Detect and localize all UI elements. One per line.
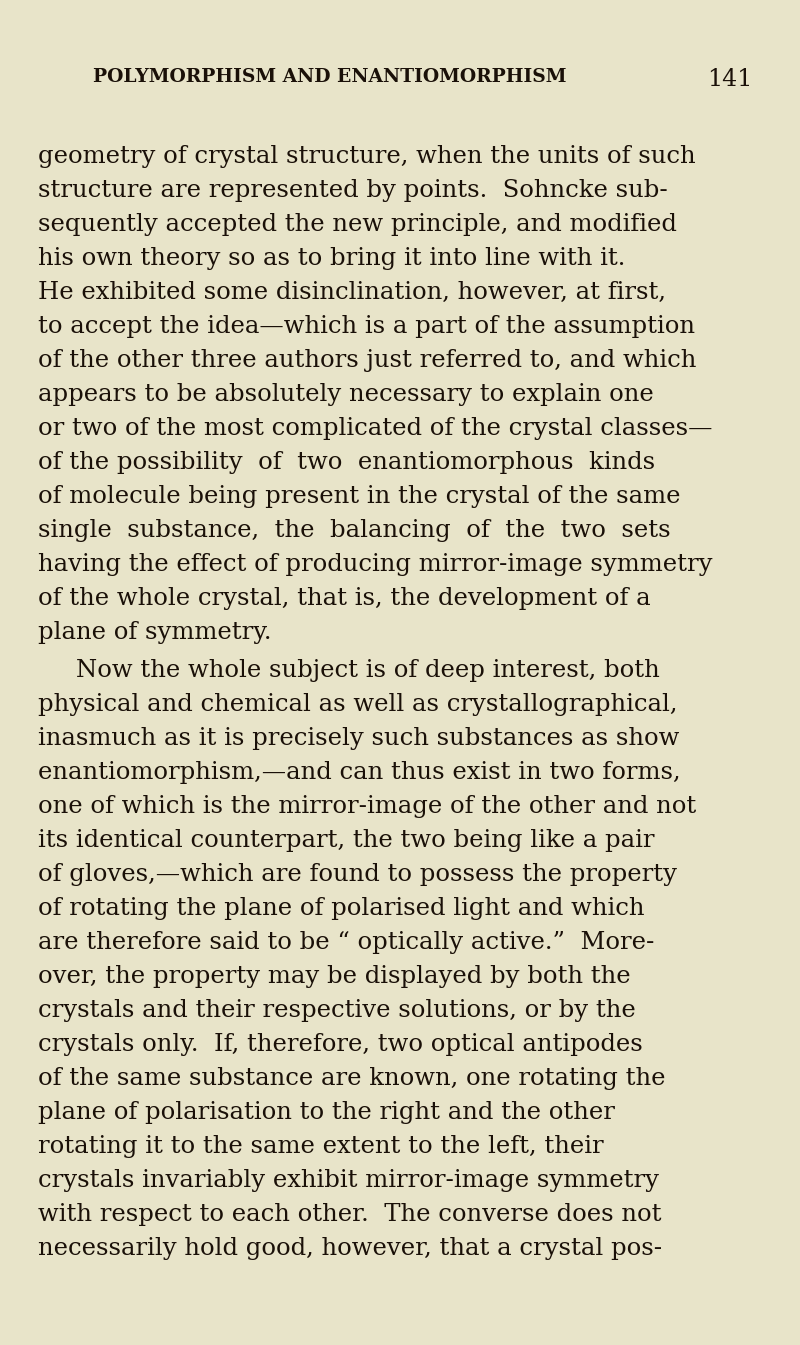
Text: plane of symmetry.: plane of symmetry. (38, 621, 271, 644)
Text: of rotating the plane of polarised light and which: of rotating the plane of polarised light… (38, 897, 645, 920)
Text: or two of the most complicated of the crystal classes—: or two of the most complicated of the cr… (38, 417, 713, 440)
Text: physical and chemical as well as crystallographical,: physical and chemical as well as crystal… (38, 693, 678, 716)
Text: enantiomorphism,—and can thus exist in two forms,: enantiomorphism,—and can thus exist in t… (38, 761, 681, 784)
Text: of gloves,—which are found to possess the property: of gloves,—which are found to possess th… (38, 863, 677, 886)
Text: plane of polarisation to the right and the other: plane of polarisation to the right and t… (38, 1102, 615, 1124)
Text: to accept the idea—which is a part of the assumption: to accept the idea—which is a part of th… (38, 315, 695, 338)
Text: He exhibited some disinclination, however, at first,: He exhibited some disinclination, howeve… (38, 281, 666, 304)
Text: its identical counterpart, the two being like a pair: its identical counterpart, the two being… (38, 829, 654, 851)
Text: sequently accepted the new principle, and modified: sequently accepted the new principle, an… (38, 213, 677, 235)
Text: single  substance,  the  balancing  of  the  two  sets: single substance, the balancing of the t… (38, 519, 670, 542)
Text: one of which is the mirror-image of the other and not: one of which is the mirror-image of the … (38, 795, 696, 818)
Text: inasmuch as it is precisely such substances as show: inasmuch as it is precisely such substan… (38, 728, 679, 751)
Text: Now the whole subject is of deep interest, both: Now the whole subject is of deep interes… (76, 659, 660, 682)
Text: rotating it to the same extent to the left, their: rotating it to the same extent to the le… (38, 1135, 604, 1158)
Text: 141: 141 (707, 69, 753, 91)
Text: of the other three authors just referred to, and which: of the other three authors just referred… (38, 348, 696, 373)
Text: of the whole crystal, that is, the development of a: of the whole crystal, that is, the devel… (38, 586, 650, 611)
Text: of the same substance are known, one rotating the: of the same substance are known, one rot… (38, 1067, 666, 1089)
Text: his own theory so as to bring it into line with it.: his own theory so as to bring it into li… (38, 247, 626, 270)
Text: are therefore said to be “ optically active.”  More-: are therefore said to be “ optically act… (38, 931, 654, 954)
Text: over, the property may be displayed by both the: over, the property may be displayed by b… (38, 964, 630, 989)
Text: structure are represented by points.  Sohncke sub-: structure are represented by points. Soh… (38, 179, 668, 202)
Text: necessarily hold good, however, that a crystal pos-: necessarily hold good, however, that a c… (38, 1237, 662, 1260)
Text: appears to be absolutely necessary to explain one: appears to be absolutely necessary to ex… (38, 383, 654, 406)
Text: POLYMORPHISM AND ENANTIOMORPHISM: POLYMORPHISM AND ENANTIOMORPHISM (94, 69, 566, 86)
Text: crystals and their respective solutions, or by the: crystals and their respective solutions,… (38, 999, 636, 1022)
Text: having the effect of producing mirror-image symmetry: having the effect of producing mirror-im… (38, 553, 713, 576)
Text: crystals only.  If, therefore, two optical antipodes: crystals only. If, therefore, two optica… (38, 1033, 642, 1056)
Text: crystals invariably exhibit mirror-image symmetry: crystals invariably exhibit mirror-image… (38, 1169, 659, 1192)
Text: geometry of crystal structure, when the units of such: geometry of crystal structure, when the … (38, 145, 696, 168)
Text: with respect to each other.  The converse does not: with respect to each other. The converse… (38, 1202, 662, 1227)
Text: of the possibility  of  two  enantiomorphous  kinds: of the possibility of two enantiomorphou… (38, 451, 655, 473)
Text: of molecule being present in the crystal of the same: of molecule being present in the crystal… (38, 486, 681, 508)
